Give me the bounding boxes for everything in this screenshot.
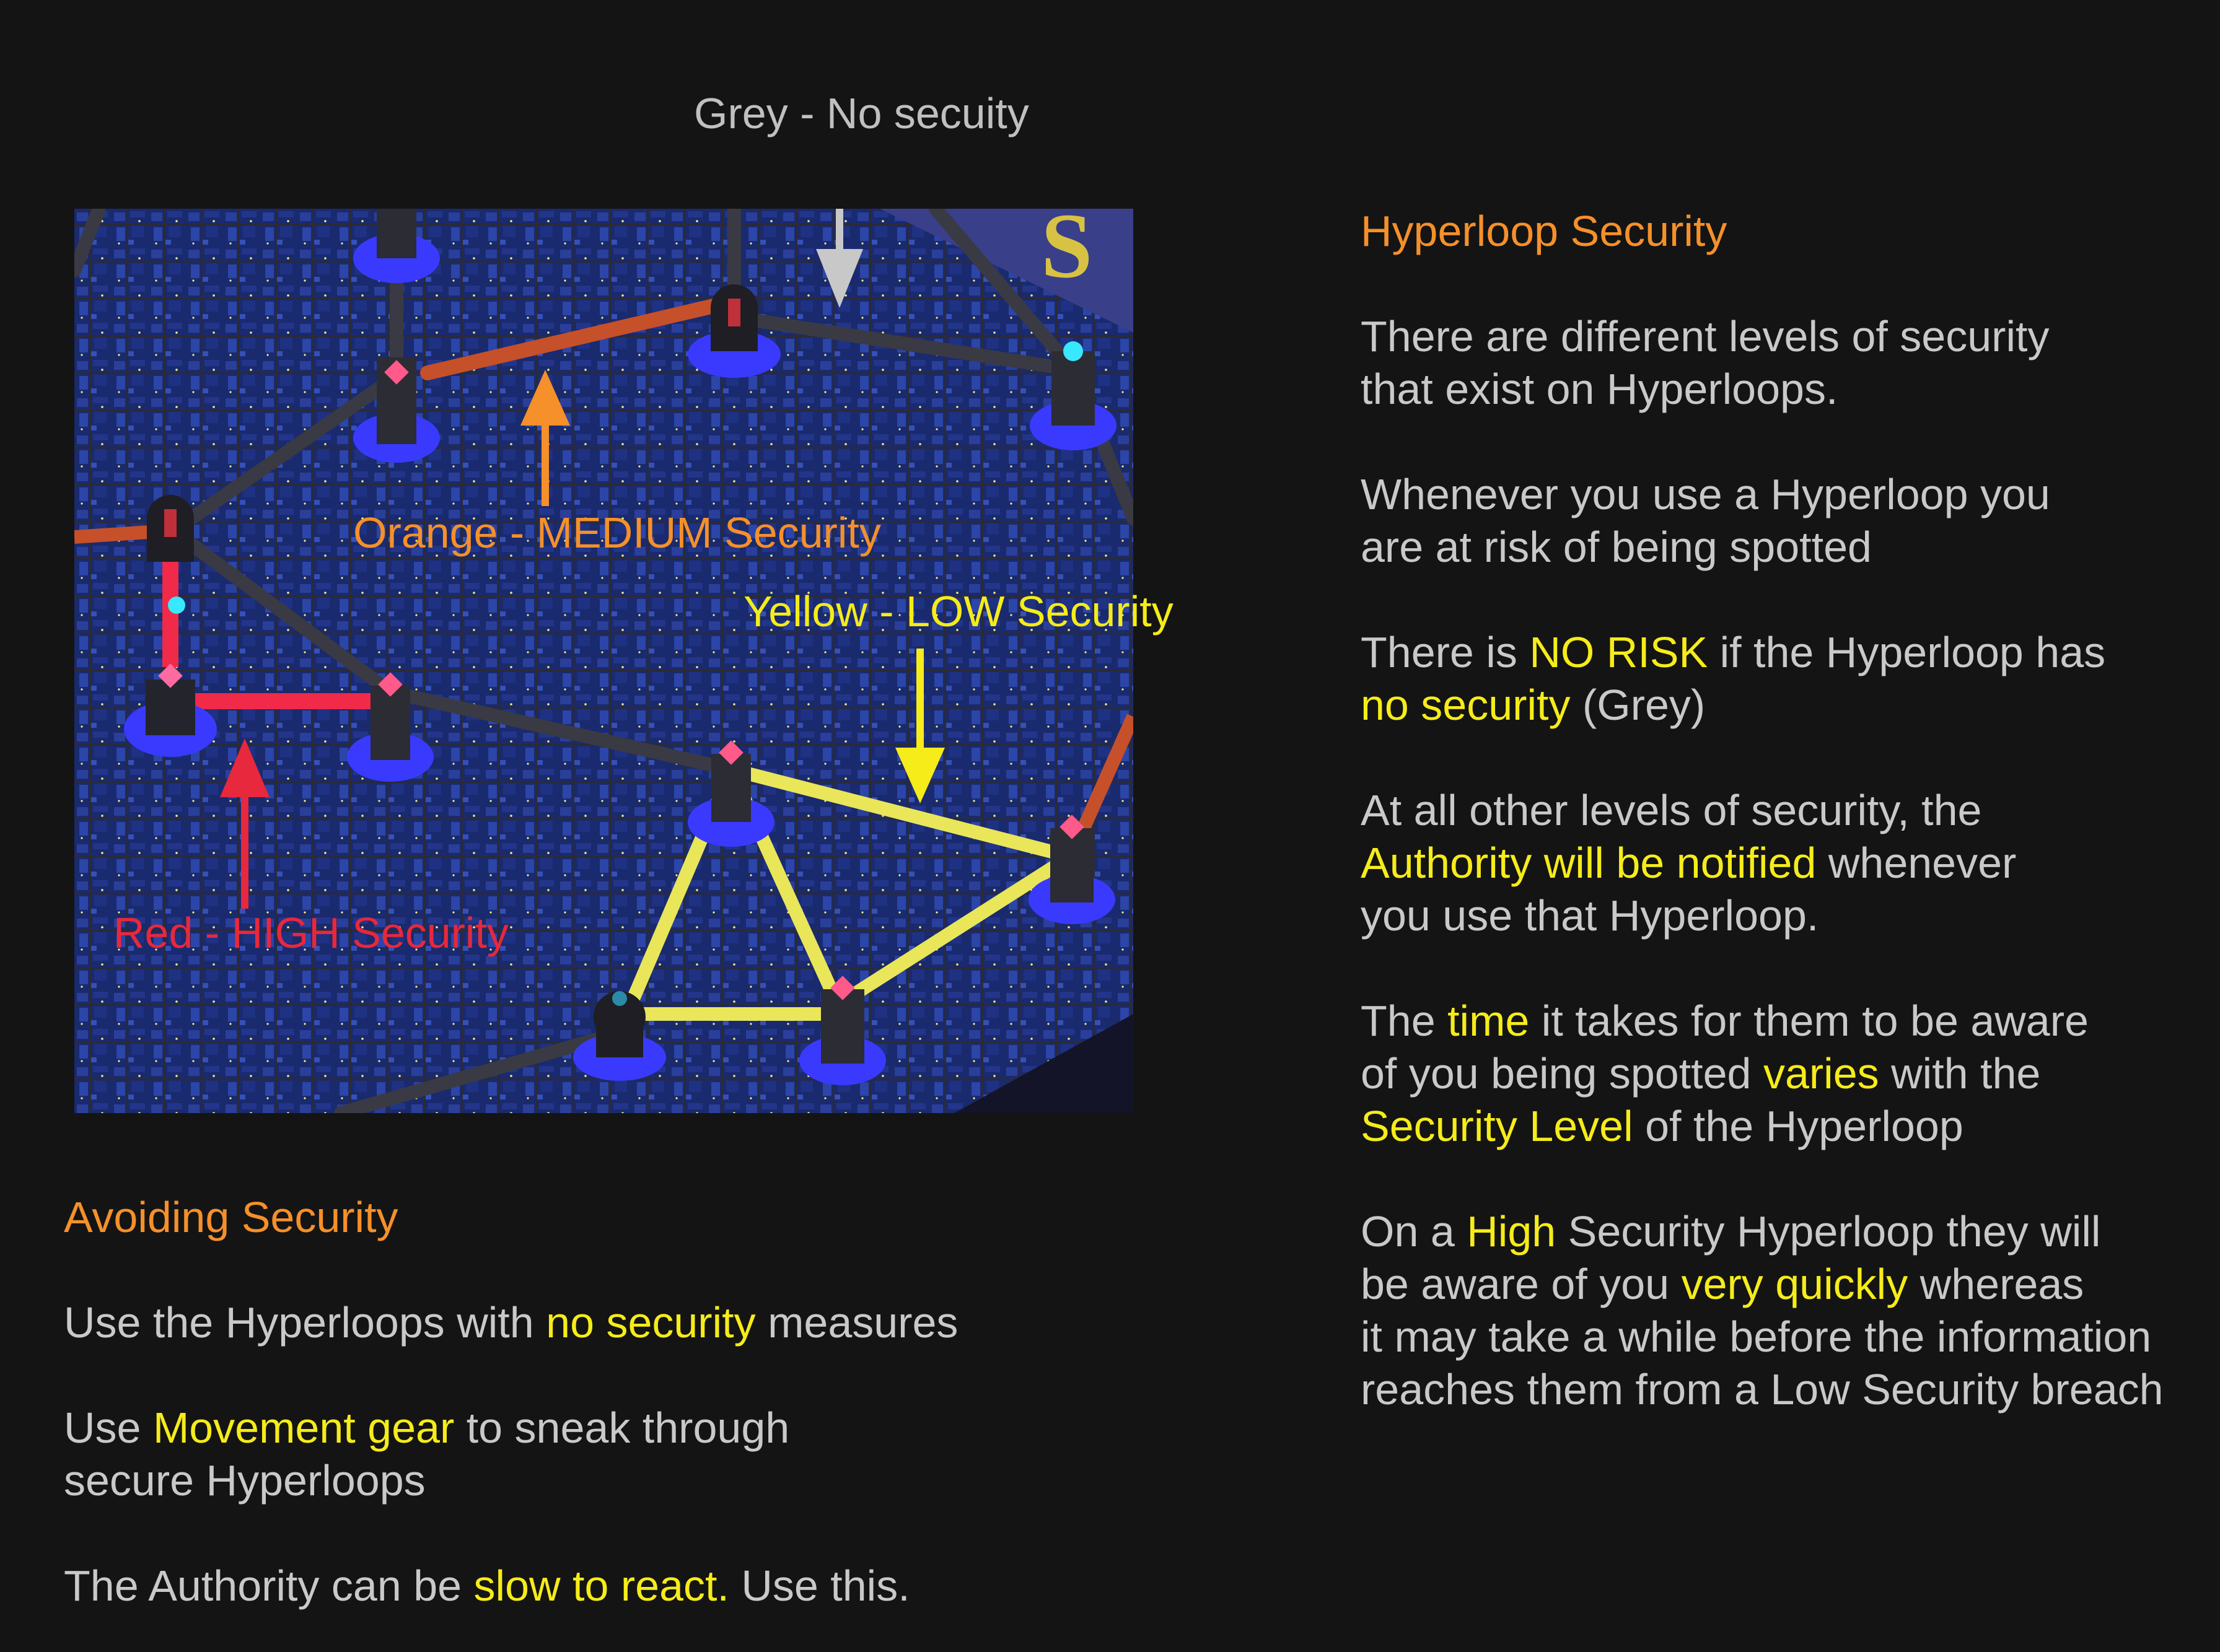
text: be aware of you xyxy=(1361,1260,1682,1308)
text: to sneak through xyxy=(454,1404,790,1452)
text: The xyxy=(1361,997,1448,1045)
text: of the Hyperloop xyxy=(1633,1102,1963,1150)
station-node xyxy=(1030,341,1117,450)
yellow-arrow xyxy=(895,649,945,803)
city-background xyxy=(74,209,1133,1113)
right-p5-line1: The time it takes for them to be aware xyxy=(1361,994,2089,1047)
station-dome xyxy=(573,991,666,1081)
right-heading: Hyperloop Security xyxy=(1361,207,1727,255)
station-node xyxy=(688,740,774,847)
right-p6-line4: reaches them from a Low Security breach xyxy=(1361,1365,2164,1414)
right-p6-line2: be aware of you very quickly whereas xyxy=(1361,1257,2084,1311)
text: if the Hyperloop has xyxy=(1708,628,2106,676)
red-security-label: Red - HIGH Security xyxy=(113,909,509,957)
highlight-movement-gear: Movement gear xyxy=(152,1404,455,1452)
text: On a xyxy=(1361,1207,1467,1256)
highlight-no-risk: NO RISK xyxy=(1529,628,1708,676)
station-dome xyxy=(147,495,194,614)
highlight-no-security: no security xyxy=(546,1298,756,1347)
right-p4-line2: Authority will be notified whenever xyxy=(1361,836,2016,889)
highlight-high: High xyxy=(1467,1207,1556,1256)
text: (Grey) xyxy=(1570,681,1706,729)
left-p1: Use the Hyperloops with no security meas… xyxy=(64,1296,958,1349)
orange-hyperloop-right xyxy=(1071,714,1133,844)
text: There is xyxy=(1361,628,1530,676)
right-p3-line1: There is NO RISK if the Hyperloop has xyxy=(1361,626,2105,679)
right-p5-line2: of you being spotted varies with the xyxy=(1361,1047,2040,1100)
right-p6-line1: On a High Security Hyperloop they will xyxy=(1361,1205,2100,1258)
text: it takes for them to be aware xyxy=(1529,997,2089,1045)
right-p2-line1: Whenever you use a Hyperloop you xyxy=(1361,470,2050,518)
hyperloop-map: S xyxy=(74,209,1133,1113)
yellow-security-label: Yellow - LOW Security xyxy=(744,587,1174,636)
text: Use xyxy=(64,1404,153,1452)
highlight-authority-notified: Authority will be notified xyxy=(1361,839,1817,887)
text: whenever xyxy=(1816,839,2017,887)
left-p3: The Authority can be slow to react. Use … xyxy=(64,1559,910,1612)
right-p4-line3: you use that Hyperloop. xyxy=(1361,891,1819,940)
text: Security Hyperloop they will xyxy=(1556,1207,2101,1256)
text: with the xyxy=(1879,1049,2041,1098)
station-dome xyxy=(688,284,781,378)
map-logo-glyph: S xyxy=(1041,209,1092,297)
right-p2-line2: are at risk of being spotted xyxy=(1361,523,1872,571)
left-p2-line2: secure Hyperloops xyxy=(64,1456,426,1505)
highlight-no-security: no security xyxy=(1361,681,1571,729)
text: The Authority can be xyxy=(64,1562,474,1610)
highlight-very-quickly: very quickly xyxy=(1681,1260,1908,1308)
grey-arrow xyxy=(816,209,863,308)
grey-security-label: Grey - No secuity xyxy=(694,89,1029,138)
left-heading: Avoiding Security xyxy=(64,1193,398,1241)
stations xyxy=(124,209,1117,1085)
right-p3-line2: no security (Grey) xyxy=(1361,678,1705,732)
text: Use the Hyperloops with xyxy=(64,1298,546,1347)
station-node xyxy=(1029,815,1115,924)
right-p1-line2: that exist on Hyperloops. xyxy=(1361,365,1838,413)
highlight-time: time xyxy=(1447,997,1530,1045)
text: Use this. xyxy=(729,1562,910,1610)
text: of you being spotted xyxy=(1361,1049,1763,1098)
orange-arrow xyxy=(520,370,570,506)
right-p4-line1: At all other levels of security, the xyxy=(1361,786,1982,834)
highlight-security-level: Security Level xyxy=(1361,1102,1633,1150)
text: measures xyxy=(755,1298,959,1347)
right-p1-line1: There are different levels of security xyxy=(1361,312,2050,361)
station-node xyxy=(124,663,217,757)
station-node xyxy=(353,357,440,463)
highlight-varies: varies xyxy=(1763,1049,1879,1098)
highlight-slow-to-react: slow to react. xyxy=(473,1562,729,1610)
red-arrow xyxy=(220,738,270,909)
right-p5-line3: Security Level of the Hyperloop xyxy=(1361,1099,1963,1153)
station-node xyxy=(347,672,434,782)
orange-security-label: Orange - MEDIUM Security xyxy=(353,509,881,557)
right-p6-line3: it may take a while before the informati… xyxy=(1361,1313,2152,1361)
text: whereas xyxy=(1908,1260,2084,1308)
sky-area xyxy=(880,209,1133,333)
orange-hyperloop xyxy=(420,297,726,380)
left-p2-line1: Use Movement gear to sneak through xyxy=(64,1401,789,1454)
